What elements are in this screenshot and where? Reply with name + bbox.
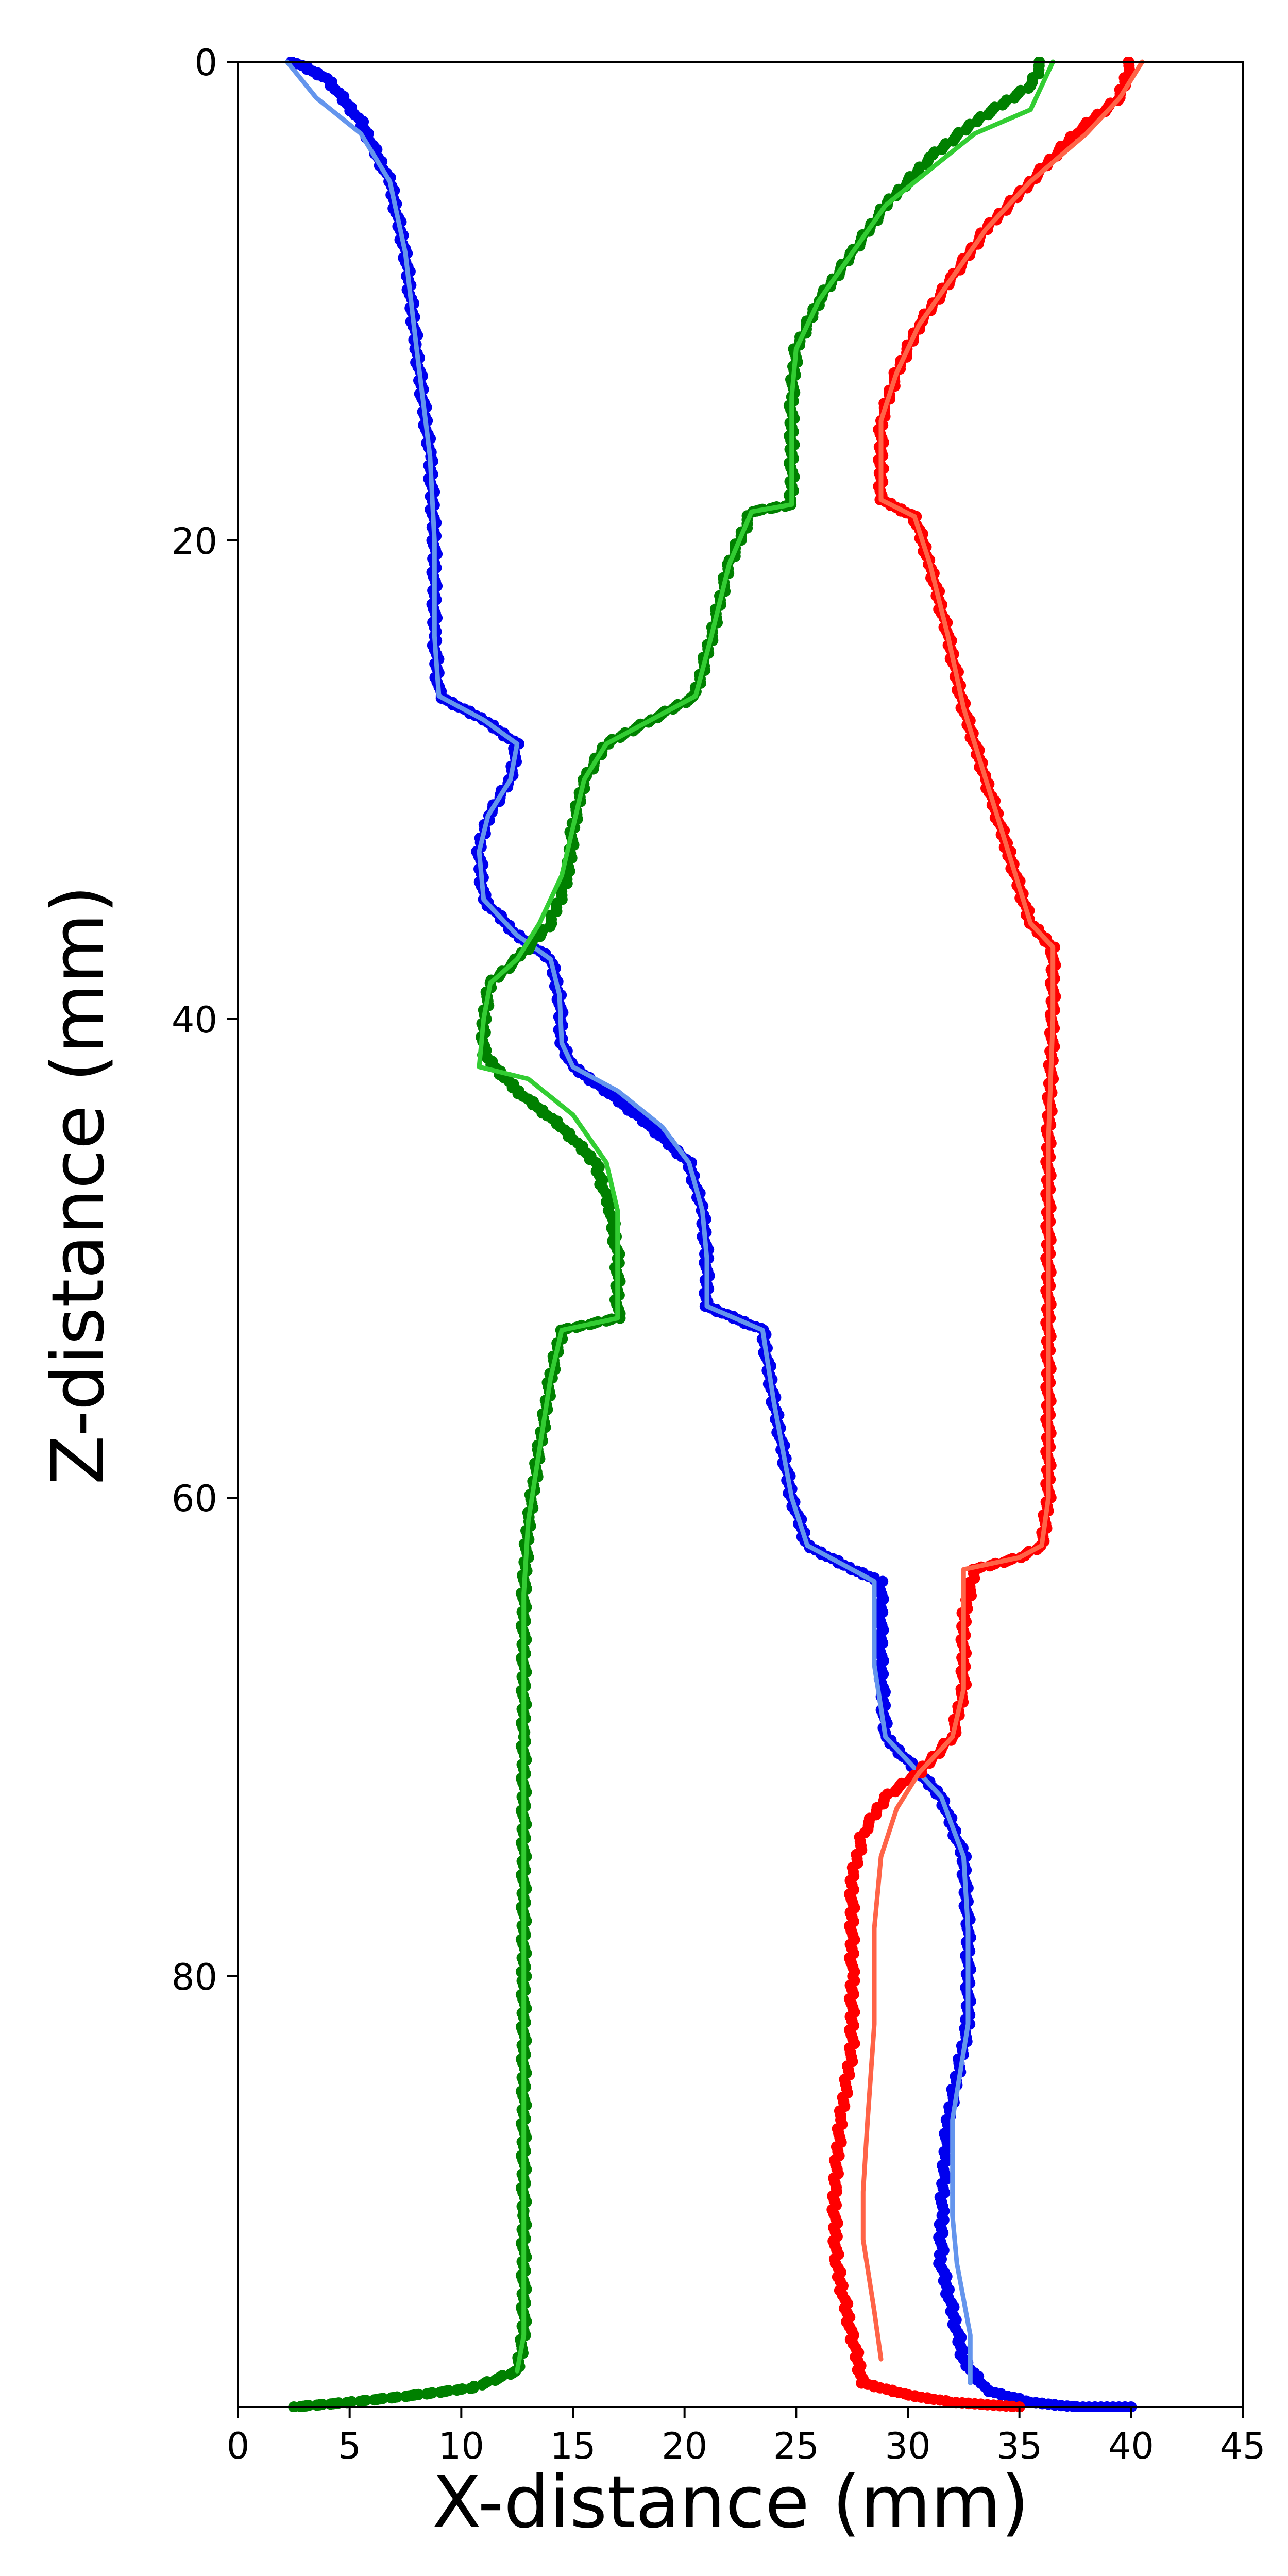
y-tick-label: 80 bbox=[172, 1956, 217, 1998]
y-tick-label: 40 bbox=[172, 999, 217, 1041]
data-point bbox=[435, 2386, 447, 2398]
data-point bbox=[451, 2384, 463, 2396]
x-tick-label: 40 bbox=[1108, 2425, 1154, 2467]
data-point bbox=[385, 2392, 397, 2404]
y-tick-label: 20 bbox=[172, 520, 217, 563]
fit-line-1 bbox=[284, 59, 973, 2386]
axes bbox=[237, 61, 1244, 2408]
data-point bbox=[400, 2391, 412, 2402]
data-point bbox=[341, 2397, 353, 2409]
fit-line-3 bbox=[860, 59, 1145, 2362]
x-tick-label: 25 bbox=[773, 2425, 819, 2467]
data-point bbox=[465, 2382, 477, 2394]
y-axis-title: Z-distance (mm) bbox=[37, 885, 121, 1485]
x-axis-title: X-distance (mm) bbox=[432, 2461, 1029, 2545]
series-2 bbox=[288, 57, 1056, 2412]
series-3 bbox=[826, 57, 1145, 2412]
tick-layer: 0 5 10 15 20 25 30 35 40 45 0 20 40 60 80 bbox=[172, 42, 1266, 2467]
fit-line-2 bbox=[477, 59, 1056, 2374]
x-tick-label: 30 bbox=[885, 2425, 930, 2467]
data-point bbox=[421, 2388, 433, 2400]
x-tick-label: 15 bbox=[550, 2425, 596, 2467]
y-tick-label: 60 bbox=[172, 1478, 217, 1520]
x-tick-label: 5 bbox=[338, 2425, 361, 2467]
series-1 bbox=[284, 57, 1137, 2412]
x-tick-label: 35 bbox=[996, 2425, 1042, 2467]
x-tick-label: 20 bbox=[662, 2425, 707, 2467]
x-tick-label: 10 bbox=[438, 2425, 484, 2467]
data-point bbox=[368, 2394, 380, 2406]
plot-frame bbox=[237, 61, 1244, 2408]
series-layer bbox=[284, 57, 1145, 2412]
y-tick-label: 0 bbox=[194, 42, 217, 84]
x-tick-label: 0 bbox=[227, 2425, 250, 2467]
x-tick-label: 45 bbox=[1219, 2425, 1265, 2467]
data-point bbox=[354, 2395, 366, 2407]
